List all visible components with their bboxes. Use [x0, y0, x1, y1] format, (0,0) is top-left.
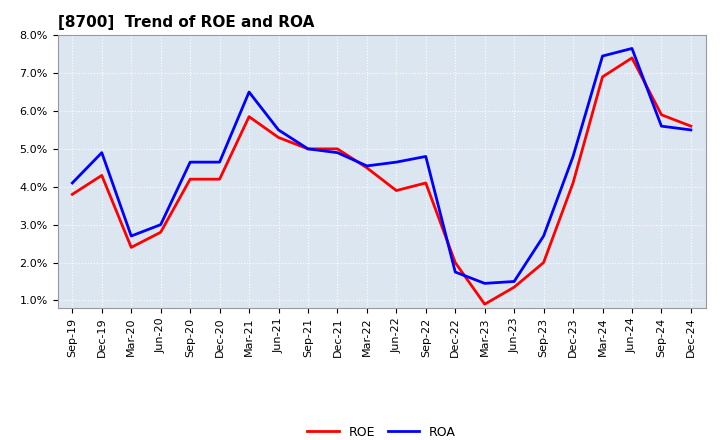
ROE: [539, 260, 548, 265]
ROA: [510, 279, 518, 284]
ROA: [687, 127, 696, 132]
ROA: [598, 53, 607, 59]
ROA: [333, 150, 342, 155]
ROE: [363, 165, 372, 170]
ROE: [274, 135, 283, 140]
ROA: [363, 163, 372, 169]
ROA: [451, 269, 459, 275]
ROA: [539, 233, 548, 238]
ROA: [628, 46, 636, 51]
ROE: [628, 55, 636, 61]
ROE: [97, 173, 106, 178]
ROE: [215, 176, 224, 182]
ROE: [451, 260, 459, 265]
ROA: [245, 89, 253, 95]
ROE: [598, 74, 607, 80]
ROA: [569, 154, 577, 159]
ROA: [97, 150, 106, 155]
ROA: [68, 180, 76, 186]
ROA: [215, 159, 224, 165]
Text: [8700]  Trend of ROE and ROA: [8700] Trend of ROE and ROA: [58, 15, 314, 30]
ROA: [421, 154, 430, 159]
ROA: [657, 124, 666, 129]
Line: ROA: ROA: [72, 48, 691, 283]
ROA: [304, 146, 312, 151]
ROE: [569, 180, 577, 186]
Legend: ROE, ROA: ROE, ROA: [302, 421, 461, 440]
ROE: [156, 230, 165, 235]
ROE: [480, 301, 489, 307]
ROE: [304, 146, 312, 151]
ROE: [421, 180, 430, 186]
ROE: [245, 114, 253, 119]
ROE: [186, 176, 194, 182]
ROA: [274, 127, 283, 132]
ROA: [127, 233, 135, 238]
ROA: [392, 159, 400, 165]
ROE: [687, 124, 696, 129]
ROA: [480, 281, 489, 286]
ROA: [186, 159, 194, 165]
ROE: [392, 188, 400, 193]
ROE: [657, 112, 666, 117]
ROE: [510, 285, 518, 290]
ROE: [333, 146, 342, 151]
Line: ROE: ROE: [72, 58, 691, 304]
ROA: [156, 222, 165, 227]
ROE: [127, 245, 135, 250]
ROE: [68, 192, 76, 197]
